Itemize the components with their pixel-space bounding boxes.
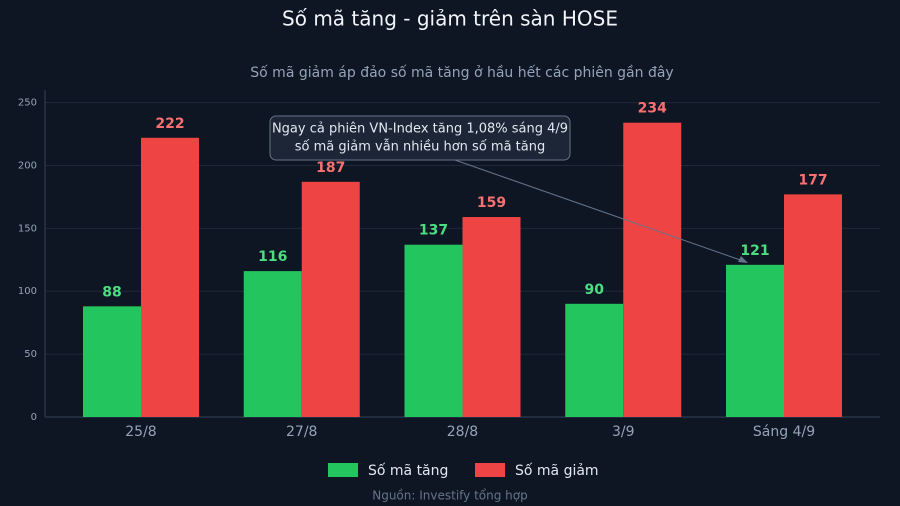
- annotation-text: số mã giảm vẫn nhiều hơn số mã tăng: [295, 140, 545, 155]
- legend-swatch: [475, 463, 505, 477]
- y-tick-label: 200: [18, 160, 37, 171]
- value-label: 222: [155, 116, 184, 132]
- value-label: 116: [258, 249, 287, 265]
- legend-label: Số mã giảm: [515, 462, 599, 479]
- value-label: 177: [798, 172, 827, 188]
- annotation-arrowhead: [738, 256, 748, 263]
- value-label: 187: [316, 160, 345, 176]
- y-tick-label: 250: [18, 98, 37, 109]
- value-label: 137: [419, 223, 448, 239]
- bar: [404, 244, 463, 417]
- plot: 0 50 100 150 200 250 25/8 88 222 27/8 116 187 28/8 13…: [18, 90, 880, 479]
- y-tick-label: 0: [31, 412, 37, 423]
- value-label: 121: [740, 243, 769, 259]
- annotation-box: [269, 115, 571, 161]
- x-tick-label: Sáng 4/9: [753, 424, 815, 440]
- bar: [141, 137, 199, 418]
- bar: [462, 217, 521, 417]
- legend-label: Số mã tăng: [368, 462, 448, 479]
- bar: [243, 271, 302, 417]
- y-tick-label: 150: [18, 223, 37, 234]
- annotation: Ngay cả phiên VN-Index tăng 1,08% sáng 4…: [269, 115, 748, 263]
- x-tick-label: 28/8: [447, 424, 478, 440]
- legend-swatch: [328, 463, 358, 477]
- y-tick-label: 100: [18, 286, 37, 297]
- chart-subtitle: Số mã giảm áp đảo số mã tăng ở hầu hết c…: [250, 64, 673, 81]
- bar: [565, 303, 624, 417]
- chart-title: Số mã tăng - giảm trên sàn HOSE: [282, 7, 618, 31]
- x-tick-label: 25/8: [125, 424, 156, 440]
- annotation-text: Ngay cả phiên VN-Index tăng 1,08% sáng 4…: [272, 122, 568, 137]
- value-label: 88: [102, 284, 121, 300]
- value-label: 159: [477, 195, 506, 211]
- annotation-arrow: [454, 159, 747, 263]
- bar: [623, 122, 682, 417]
- value-label: 90: [585, 282, 605, 298]
- source: Nguồn: Investify tổng hợp: [372, 489, 528, 503]
- x-tick-label: 27/8: [286, 424, 317, 440]
- bar: [301, 181, 360, 417]
- value-label: 234: [638, 101, 667, 117]
- bar: [784, 194, 842, 417]
- x-tick-label: 3/9: [612, 424, 635, 440]
- bar: [726, 264, 784, 417]
- y-tick-label: 50: [24, 349, 37, 360]
- bar: [83, 306, 141, 417]
